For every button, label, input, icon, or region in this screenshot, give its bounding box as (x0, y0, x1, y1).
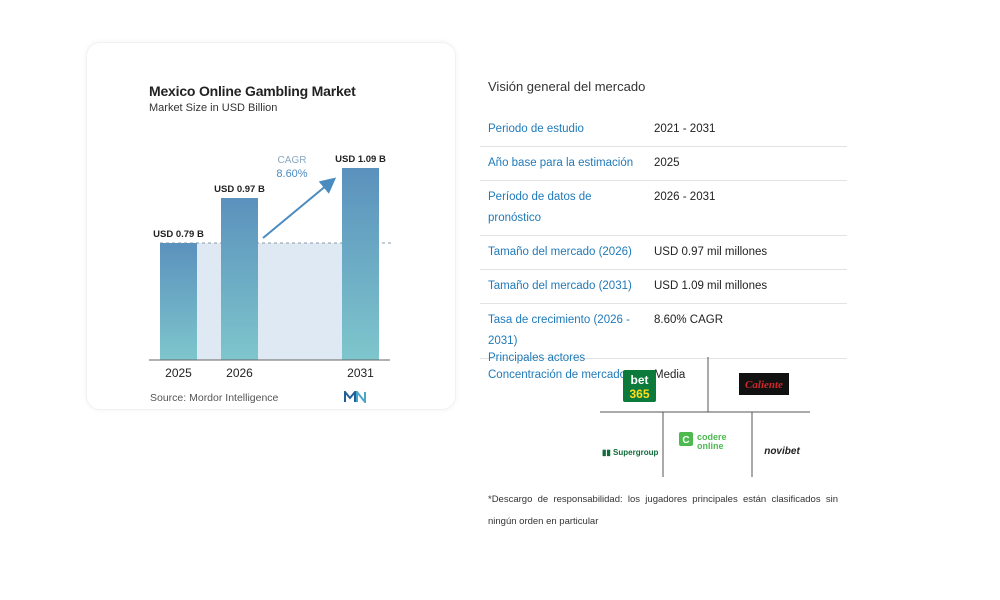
bar-2025 (160, 243, 197, 360)
overview-key: Año base para la estimación (480, 146, 646, 181)
caliente-logo: Caliente (739, 373, 789, 395)
supergroup-logo: ▮▮ Supergroup (602, 448, 658, 457)
cagr-value: 8.60% (276, 168, 307, 180)
svg-text:codere: codere (697, 432, 727, 442)
overview-key: Concentración de mercado (488, 369, 627, 381)
overview-key: Tamaño del mercado (2026) (480, 235, 646, 270)
players-label: Principales actores (488, 352, 586, 364)
source-note: Source: Mordor Intelligence (150, 392, 279, 404)
overview-value: 2025 (646, 146, 847, 181)
data-label: USD 1.09 B (335, 154, 386, 165)
svg-text:novibet: novibet (764, 446, 800, 457)
overview-key: Tasa de crecimiento (2026 - 2031) (480, 303, 646, 359)
bar-2026 (221, 198, 258, 360)
overview-value: USD 0.97 mil millones (646, 235, 847, 270)
overview-key: Periodo de estudio (480, 113, 646, 147)
overview-value: USD 1.09 mil millones (646, 269, 847, 304)
data-label: USD 0.97 B (214, 184, 265, 195)
svg-text:365: 365 (629, 387, 649, 401)
overview-value: 8.60% CAGR (646, 303, 847, 359)
overview-value: 2026 - 2031 (646, 180, 847, 236)
svg-text:bet: bet (631, 373, 649, 387)
overview-row: Año base para la estimación 2025 (480, 146, 847, 181)
bar-2031 (342, 168, 379, 360)
players-grid: bet 365 Caliente ▮▮ Supergroup C codere … (600, 357, 810, 477)
chart-title: Mexico Online Gambling Market (149, 83, 356, 99)
data-label: USD 0.79 B (153, 229, 204, 240)
overview-row: Tamaño del mercado (2026) USD 0.97 mil mi… (480, 235, 847, 270)
overview-row: Concentración de mercado Media (480, 359, 847, 393)
overview-key: Tamaño del mercado (2031) (480, 269, 646, 304)
svg-text:online: online (697, 441, 724, 451)
overview-row: Periodo de estudio 2021 - 2031 (480, 113, 847, 147)
overview-table: Periodo de estudio 2021 - 2031 Año base pa… (480, 113, 847, 392)
bar-chart: USD 0.79 B 2025 USD 0.97 B 2026 USD 1.09 B 20… (149, 154, 391, 380)
novibet-logo: novibet (764, 446, 800, 457)
overview-row: Tasa de crecimiento (2026 - 2031) 8.60% C… (480, 303, 847, 359)
overview-title: Visión general del mercado (488, 79, 646, 94)
svg-text:C: C (682, 435, 689, 446)
overview-key: Período de datos de pronóstico (480, 180, 646, 236)
cagr-label: CAGR (278, 155, 307, 166)
overview-row: Tamaño del mercado (2031) USD 1.09 mil mi… (480, 269, 847, 304)
codere-online-logo: C codere online (679, 432, 727, 451)
bet365-logo: bet 365 (623, 370, 656, 402)
overview-value: Media (654, 369, 686, 381)
svg-text:▮▮ Supergroup: ▮▮ Supergroup (602, 448, 658, 457)
x-tick-label: 2025 (165, 366, 192, 380)
overview-value: 2021 - 2031 (646, 113, 847, 147)
x-tick-label: 2026 (226, 366, 253, 380)
overview-row: Período de datos de pronóstico 2026 - 203… (480, 180, 847, 236)
chart-card: Mexico Online Gambling Market Market Siz… (86, 42, 456, 410)
x-tick-label: 2031 (347, 366, 374, 380)
reference-band (197, 243, 342, 360)
svg-text:Caliente: Caliente (745, 379, 783, 391)
chart-subtitle: Market Size in USD Billion (149, 102, 278, 114)
cagr-arrow (262, 177, 337, 239)
disclaimer: *Descargo de responsabilidad: los jugado… (488, 494, 838, 527)
mordor-intelligence-logo-icon (344, 391, 366, 403)
